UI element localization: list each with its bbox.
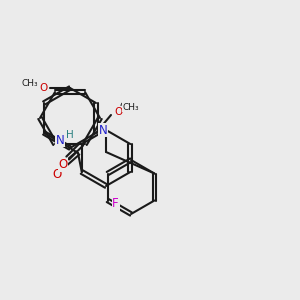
Text: O: O [39, 83, 47, 93]
Text: O: O [39, 83, 47, 93]
Text: N: N [56, 134, 64, 146]
Text: F: F [112, 197, 119, 210]
Text: H: H [66, 130, 74, 140]
Text: O: O [58, 158, 68, 172]
Text: CH₃: CH₃ [120, 102, 138, 112]
Text: N: N [99, 124, 107, 136]
Text: N: N [56, 134, 64, 146]
Text: F: F [112, 197, 119, 210]
Text: O: O [115, 107, 123, 117]
Text: O: O [115, 107, 123, 117]
Text: O: O [58, 158, 68, 172]
Text: O: O [52, 167, 62, 181]
Text: CH₃: CH₃ [123, 103, 139, 112]
Text: H: H [66, 130, 74, 140]
Text: CH₃: CH₃ [23, 78, 41, 88]
Text: N: N [99, 124, 107, 136]
Text: O: O [52, 167, 62, 181]
Text: CH₃: CH₃ [22, 79, 38, 88]
